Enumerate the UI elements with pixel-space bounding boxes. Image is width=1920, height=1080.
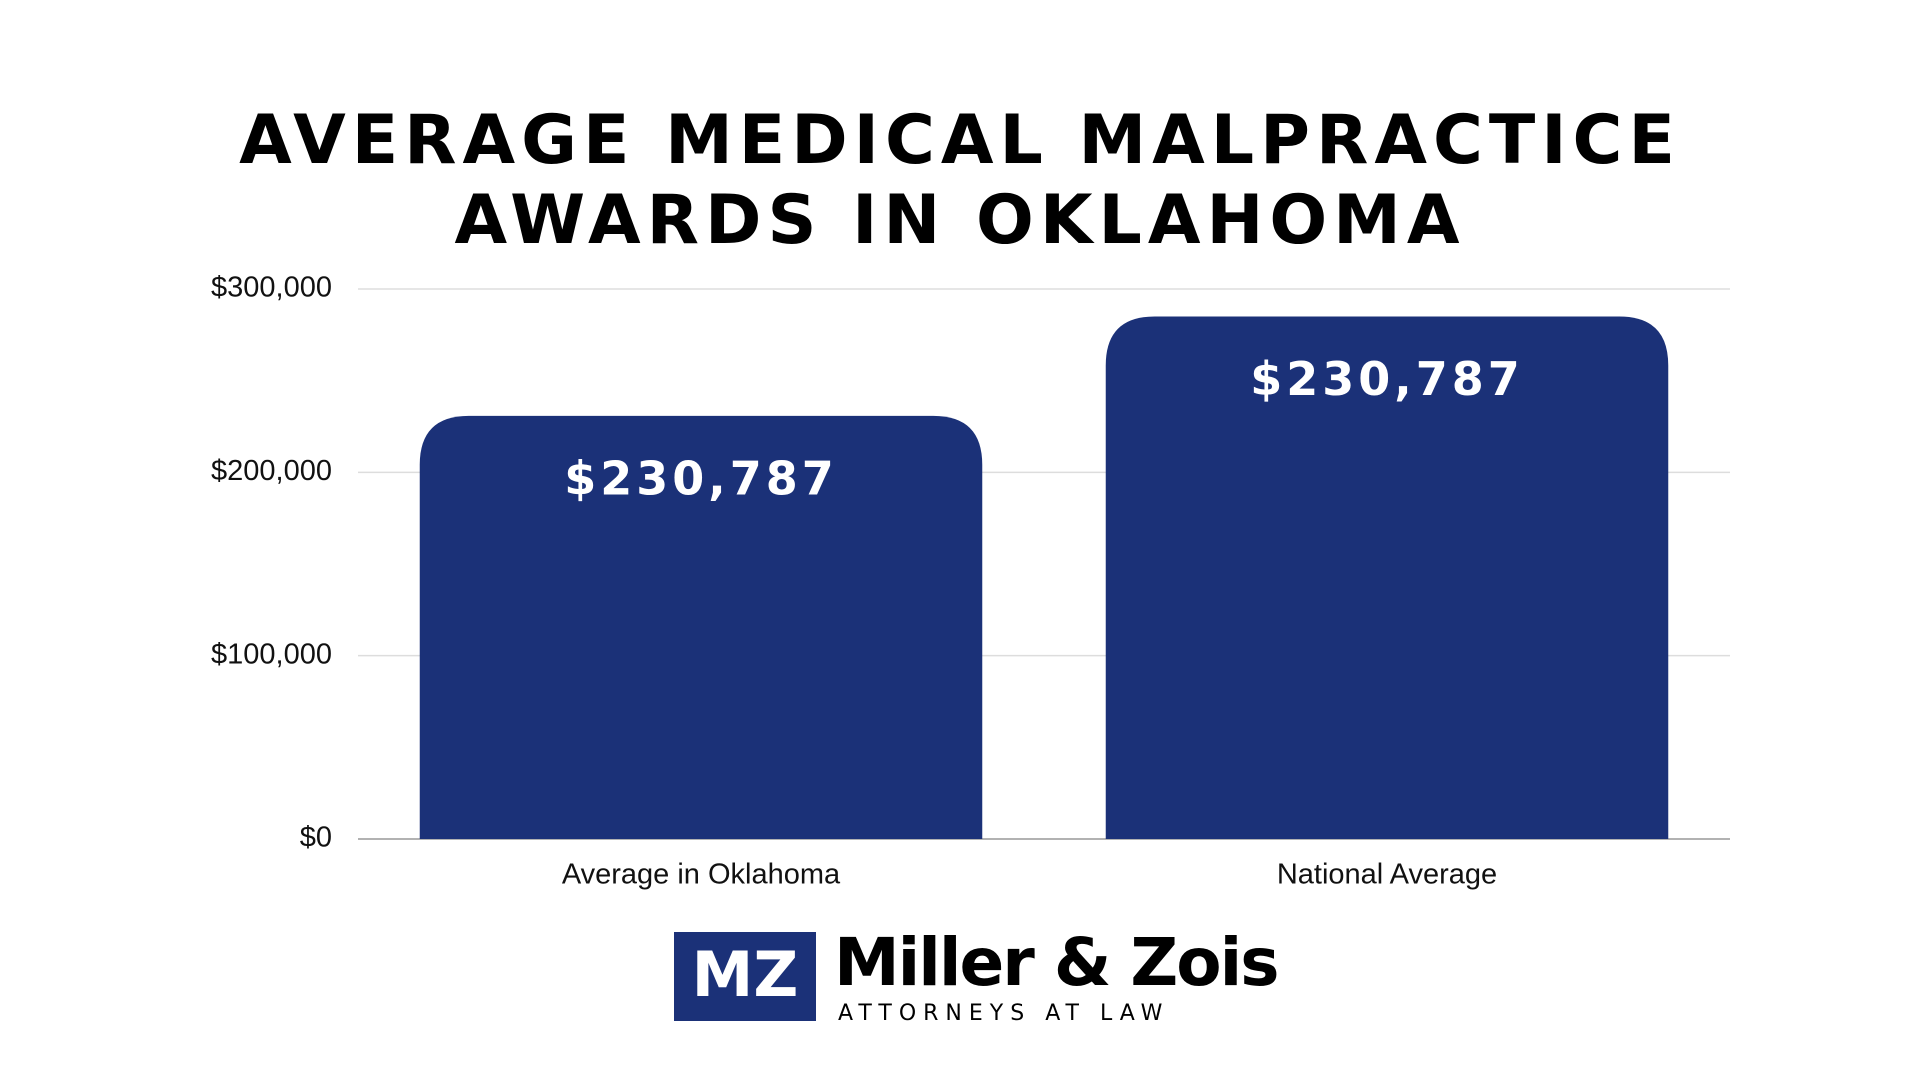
logo-name: Miller & Zois xyxy=(834,924,1277,1001)
data-label: $230,787 xyxy=(564,451,838,505)
data-label: $230,787 xyxy=(1250,352,1524,406)
y-tick-label: $300,000 xyxy=(211,272,332,304)
y-tick-label: $200,000 xyxy=(211,455,332,487)
y-tick-label: $100,000 xyxy=(211,638,332,670)
chart-title: AWARDS IN OKLAHOMA xyxy=(455,181,1466,260)
logo-tagline: ATTORNEYS AT LAW xyxy=(838,1001,1169,1026)
bar xyxy=(419,415,983,839)
logo: MZ Miller & Zois ATTORNEYS AT LAW xyxy=(674,924,1279,1026)
x-tick-label: National Average xyxy=(1277,859,1497,891)
y-tick-label: $0 xyxy=(300,822,332,854)
logo-mark: MZ xyxy=(692,938,799,1011)
bar xyxy=(1105,316,1669,839)
x-tick-label: Average in Oklahoma xyxy=(562,859,841,891)
chart-title: AVERAGE MEDICAL MALPRACTICE xyxy=(239,101,1681,180)
logo-box xyxy=(674,932,816,1021)
